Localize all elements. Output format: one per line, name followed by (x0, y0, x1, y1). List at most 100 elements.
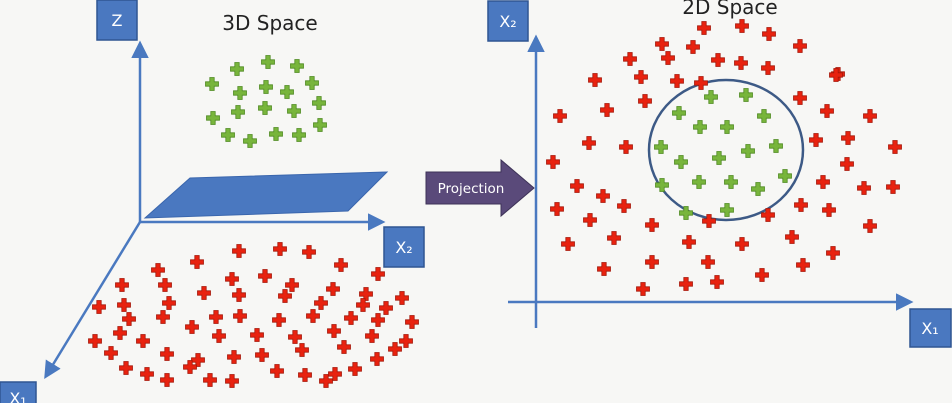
right-2d-axes (508, 34, 914, 328)
separating-plane (143, 171, 389, 219)
red-plus-marker (232, 244, 246, 258)
green-plus-marker (206, 111, 220, 125)
green-plus-marker (769, 139, 783, 153)
left-3d-axes (44, 40, 386, 379)
green-plus-marker (292, 128, 306, 142)
red-plus-marker (258, 269, 272, 283)
red-plus-marker (793, 91, 807, 105)
red-plus-marker (371, 267, 385, 281)
red-plus-marker (582, 136, 596, 150)
red-plus-marker (596, 189, 610, 203)
red-plus-marker (113, 326, 127, 340)
red-plus-marker (250, 328, 264, 342)
red-plus-marker (273, 242, 287, 256)
red-plus-marker (762, 27, 776, 41)
red-plus-marker (337, 340, 351, 354)
red-plus-marker (88, 334, 102, 348)
red-plus-marker (597, 262, 611, 276)
red-plus-marker (694, 76, 708, 90)
red-plus-marker (405, 315, 419, 329)
green-plus-marker (290, 59, 304, 73)
red-plus-marker (546, 155, 560, 169)
red-plus-marker (600, 103, 614, 117)
red-plus-marker (755, 268, 769, 282)
red-plus-marker (298, 368, 312, 382)
green-plus-marker (720, 120, 734, 134)
x2-axis-label-box-right: X₂ (487, 0, 529, 42)
red-plus-marker (328, 367, 342, 381)
red-plus-marker (140, 367, 154, 381)
red-plus-marker (326, 282, 340, 296)
red-plus-marker (840, 157, 854, 171)
red-plus-marker (857, 181, 871, 195)
red-plus-marker (209, 310, 223, 324)
right-panel-title: 2D Space (682, 0, 777, 19)
red-plus-marker (809, 133, 823, 147)
red-plus-marker (288, 330, 302, 344)
red-plus-marker (156, 310, 170, 324)
red-plus-marker (212, 329, 226, 343)
red-plus-marker (327, 324, 341, 338)
red-plus-marker (607, 231, 621, 245)
x2-axis-label-right: X₂ (499, 12, 516, 31)
red-plus-marker (623, 52, 637, 66)
green-plus-marker (258, 101, 272, 115)
red-plus-marker (617, 199, 631, 213)
red-plus-marker (735, 237, 749, 251)
red-plus-marker (761, 61, 775, 75)
green-plus-marker (778, 169, 792, 183)
red-plus-marker (822, 203, 836, 217)
red-plus-marker (379, 301, 393, 315)
green-plus-marker (724, 175, 738, 189)
green-plus-marker (243, 134, 257, 148)
red-plus-marker (158, 278, 172, 292)
red-plus-marker (119, 361, 133, 375)
red-plus-marker (92, 300, 106, 314)
green-plus-marker (259, 80, 273, 94)
projection-arrow-label: Projection (438, 181, 505, 197)
red-plus-marker (371, 313, 385, 327)
projection-arrow: Projection (425, 158, 535, 218)
red-plus-marker (711, 53, 725, 67)
x1-axis-label-left: X₁ (9, 389, 26, 403)
red-plus-marker (365, 329, 379, 343)
red-plus-marker (319, 374, 333, 388)
red-plus-marker (191, 353, 205, 367)
z-axis-label-box: Z (96, 0, 138, 41)
green-plus-marker (674, 155, 688, 169)
left-panel-title: 3D Space (222, 11, 317, 35)
red-plus-marker (686, 40, 700, 54)
red-plus-marker (735, 19, 749, 33)
red-plus-marker (682, 235, 696, 249)
red-cluster-2d (546, 19, 902, 296)
red-plus-marker (227, 350, 241, 364)
red-plus-marker (399, 334, 413, 348)
red-plus-marker (645, 255, 659, 269)
green-plus-marker (287, 104, 301, 118)
green-cluster-3d (205, 55, 327, 148)
x1-axis-label-right: X₁ (921, 319, 938, 338)
red-plus-marker (151, 263, 165, 277)
red-plus-marker (232, 288, 246, 302)
red-plus-marker (197, 286, 211, 300)
red-plus-marker (710, 275, 724, 289)
red-plus-marker (661, 51, 675, 65)
green-plus-marker (205, 77, 219, 91)
green-plus-marker (261, 55, 275, 69)
red-plus-marker (701, 255, 715, 269)
red-plus-marker (829, 68, 843, 82)
x1-axis-3d (44, 221, 142, 379)
red-plus-marker (233, 309, 247, 323)
green-plus-marker (305, 76, 319, 90)
green-plus-marker (313, 118, 327, 132)
green-plus-marker (280, 85, 294, 99)
red-plus-marker (761, 208, 775, 222)
green-plus-marker (712, 151, 726, 165)
green-plus-marker (741, 144, 755, 158)
red-plus-marker (225, 272, 239, 286)
red-plus-marker (185, 320, 199, 334)
red-plus-marker (655, 37, 669, 51)
green-plus-marker (221, 128, 235, 142)
red-plus-marker (395, 291, 409, 305)
